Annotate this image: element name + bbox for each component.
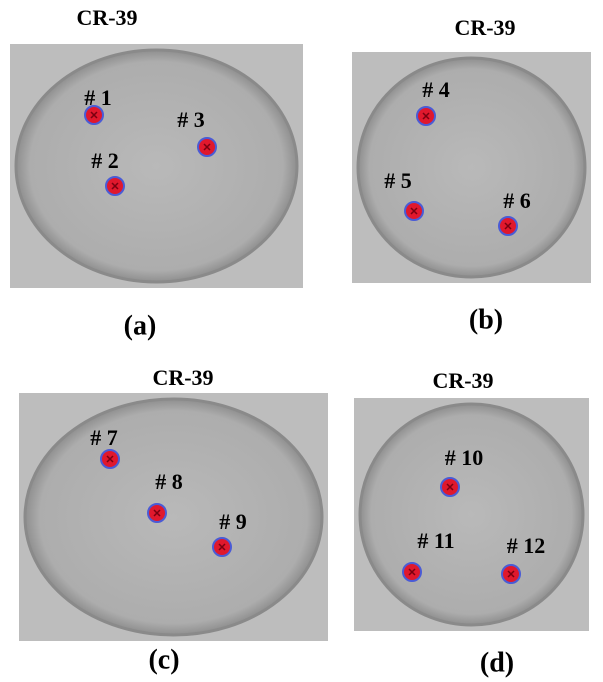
panel-title: CR-39 [454, 15, 515, 40]
point-label: # 11 [417, 528, 454, 553]
panel-caption: (a) [124, 310, 157, 341]
point-label: # 2 [91, 148, 119, 173]
panel-title: CR-39 [152, 365, 213, 390]
sample-disc [25, 399, 322, 635]
panel: CR-39 (c) # 7 # 8 # 9 [19, 365, 328, 675]
panel: CR-39 (b) # 4 # 5 # 6 [352, 15, 591, 335]
panel-caption: (c) [148, 644, 179, 675]
point-label: # 6 [503, 188, 531, 213]
sample-disc [360, 404, 583, 625]
panel-caption: (d) [480, 647, 514, 678]
panel: CR-39 (d) # 10 # 11 # 12 [354, 368, 589, 678]
panel: CR-39 (a) # 1 # 2 # 3 [10, 5, 303, 341]
panel-title: CR-39 [432, 368, 493, 393]
sample-disc [16, 50, 297, 282]
point-label: # 1 [84, 85, 112, 110]
point-label: # 9 [219, 509, 247, 534]
point-label: # 12 [507, 533, 546, 558]
point-label: # 7 [90, 425, 118, 450]
panel-title: CR-39 [76, 5, 137, 30]
point-label: # 8 [155, 469, 183, 494]
figure: CR-39 (a) # 1 # 2 # 3 CR-39 (b) # 4 # 5 # 6 CR-39 (… [0, 0, 603, 682]
panel-caption: (b) [469, 304, 503, 335]
point-label: # 4 [422, 77, 450, 102]
point-label: # 3 [177, 107, 205, 132]
point-label: # 10 [445, 445, 484, 470]
point-label: # 5 [384, 168, 412, 193]
